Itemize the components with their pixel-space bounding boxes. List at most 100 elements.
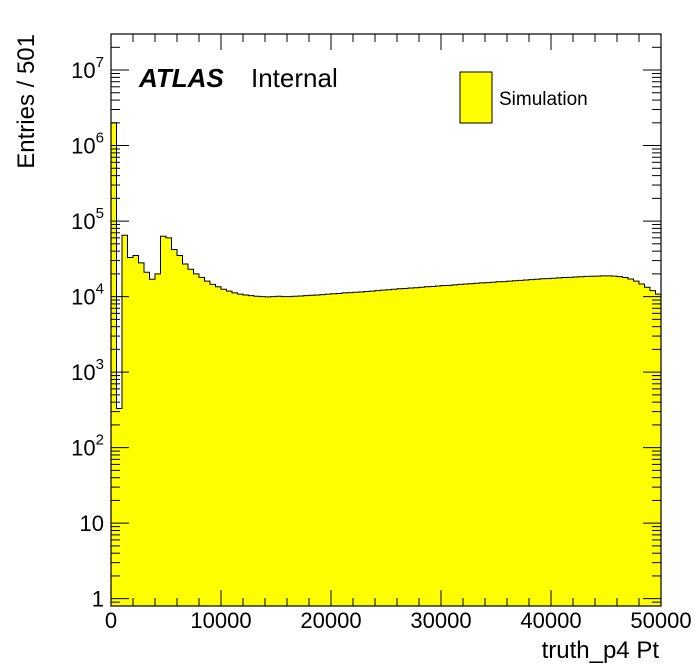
histogram-bar bbox=[644, 287, 651, 606]
internal-label: Internal bbox=[251, 63, 338, 93]
histogram-bar bbox=[177, 255, 183, 606]
x-tick-label: 40000 bbox=[520, 608, 581, 633]
histogram-bar bbox=[375, 290, 381, 606]
histogram-bar bbox=[391, 289, 398, 606]
histogram-bar bbox=[122, 235, 128, 606]
histogram-bar bbox=[567, 277, 574, 606]
y-tick-label: 102 bbox=[71, 432, 104, 461]
histogram-bar bbox=[633, 281, 640, 606]
histogram-bar bbox=[259, 296, 266, 606]
histogram-bar bbox=[600, 275, 607, 606]
histogram-bar bbox=[309, 295, 315, 606]
histogram-bar bbox=[496, 281, 502, 606]
histogram-bar bbox=[232, 292, 238, 606]
legend-entry: Simulation bbox=[499, 89, 588, 110]
histogram-bar bbox=[446, 285, 453, 606]
histogram-bar bbox=[254, 296, 260, 606]
histogram-bar bbox=[270, 296, 277, 606]
histogram-bar bbox=[655, 294, 662, 606]
histogram-bar bbox=[380, 290, 387, 606]
histogram-bar bbox=[221, 289, 227, 606]
histogram-bar bbox=[424, 286, 431, 606]
y-tick-label: 107 bbox=[71, 54, 104, 83]
histogram-bar bbox=[430, 286, 436, 606]
histogram-outline bbox=[110, 122, 662, 606]
histogram-bar bbox=[199, 277, 205, 606]
histogram-bar bbox=[562, 277, 568, 606]
histogram-bar bbox=[347, 292, 354, 606]
histogram-bar bbox=[188, 269, 194, 606]
histogram-bar bbox=[622, 277, 629, 606]
x-tick-label: 20000 bbox=[300, 608, 361, 633]
histogram-bar bbox=[237, 294, 244, 606]
histogram-bar bbox=[298, 295, 304, 606]
histogram-bar bbox=[419, 287, 425, 606]
histogram-bar bbox=[408, 287, 414, 606]
histogram-bar bbox=[589, 276, 596, 606]
histogram-bar bbox=[287, 296, 293, 606]
histogram-bar bbox=[127, 257, 134, 606]
y-tick-label: 106 bbox=[71, 130, 104, 159]
y-tick-label: 1 bbox=[92, 587, 104, 612]
histogram-bar bbox=[617, 276, 623, 606]
x-axis-title: truth_p4 Pt bbox=[542, 637, 660, 664]
histogram-bar bbox=[171, 249, 178, 606]
y-axis-title: Entries / 501 bbox=[13, 34, 40, 169]
histogram-bar bbox=[111, 122, 117, 607]
histogram-bar bbox=[138, 262, 145, 606]
y-tick-label: 103 bbox=[71, 356, 104, 385]
histogram-bar bbox=[457, 284, 464, 606]
histogram-bar bbox=[116, 408, 123, 606]
histogram-bar bbox=[281, 296, 288, 606]
histogram-bar bbox=[248, 295, 255, 606]
histogram-bar bbox=[226, 291, 233, 606]
histogram-bar bbox=[512, 280, 519, 606]
x-tick-label: 30000 bbox=[410, 608, 471, 633]
histogram-bar bbox=[193, 273, 200, 606]
histogram-bar bbox=[584, 276, 590, 606]
histogram-bar bbox=[320, 294, 326, 606]
histogram-bar bbox=[479, 282, 486, 606]
histogram-bar bbox=[210, 284, 216, 606]
histogram-bar bbox=[523, 279, 530, 606]
histogram-bar bbox=[452, 284, 458, 606]
histogram-bar bbox=[144, 272, 150, 606]
histogram-bar bbox=[545, 278, 552, 606]
histogram-bar bbox=[265, 296, 271, 606]
legend: Simulation bbox=[459, 71, 588, 124]
histogram-bar bbox=[155, 273, 161, 606]
histogram-bar bbox=[353, 292, 359, 606]
histogram-bar bbox=[573, 276, 579, 606]
x-tick-label: 50000 bbox=[630, 608, 691, 633]
histogram-bar bbox=[518, 280, 524, 606]
histogram-bar bbox=[435, 286, 442, 606]
y-tick-label: 105 bbox=[71, 205, 104, 234]
histogram-bar bbox=[595, 276, 601, 606]
atlas-label: ATLAS bbox=[138, 63, 224, 93]
histogram-bar bbox=[358, 292, 365, 606]
histogram-bar bbox=[606, 275, 612, 606]
histogram-bar bbox=[369, 291, 376, 606]
histogram-bar bbox=[303, 295, 310, 606]
histogram-bar bbox=[578, 276, 585, 606]
y-tick-label: 104 bbox=[71, 281, 104, 310]
histogram-bar bbox=[364, 291, 370, 606]
histogram-bar bbox=[490, 282, 497, 606]
histogram-bar bbox=[182, 264, 189, 606]
histogram-bar bbox=[397, 288, 403, 606]
histogram-bar bbox=[413, 287, 420, 606]
histogram-bar bbox=[342, 292, 348, 606]
histogram-bar bbox=[331, 293, 337, 606]
histogram-bar bbox=[204, 281, 211, 606]
x-tick-label: 10000 bbox=[190, 608, 251, 633]
histogram-bar bbox=[149, 279, 156, 606]
histogram-bar bbox=[133, 255, 139, 606]
histogram-bar bbox=[160, 236, 167, 606]
histogram-bar bbox=[386, 289, 392, 606]
histogram-bar bbox=[551, 278, 557, 606]
histogram-bar bbox=[402, 288, 409, 606]
legend-swatch bbox=[459, 71, 493, 124]
histogram-bar bbox=[501, 281, 508, 606]
histogram-bar bbox=[166, 237, 172, 607]
histogram-bar bbox=[529, 279, 535, 606]
